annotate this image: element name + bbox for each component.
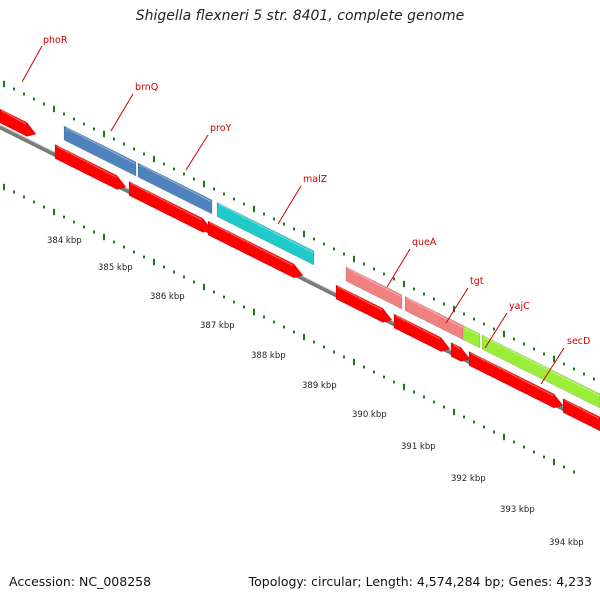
cds-secD-shine (470, 352, 554, 397)
scale-label: 384 kbp (47, 236, 82, 246)
cds-queA-shine (337, 286, 383, 311)
leader-line-tgt (445, 287, 469, 324)
cds-malZ (207, 220, 304, 279)
scale-label: 385 kbp (98, 263, 133, 273)
leader-line-phoR (21, 45, 43, 83)
scale-labels: 384 kbp 385 kbp 386 kbp 387 kbp 388 kbp 389 k… (47, 236, 584, 548)
gene-label-secD: secD (567, 336, 590, 347)
cds-malZ-shine (209, 222, 294, 267)
cds-yajC (450, 341, 471, 362)
gene-phoR-shine (1, 110, 27, 125)
scale-label: 391 kbp (401, 442, 436, 452)
cds-proY (128, 180, 213, 233)
gene-queA-shine (347, 268, 402, 298)
scale-label: 390 kbp (352, 410, 387, 420)
cds-next (562, 397, 600, 432)
gene-yajC (462, 324, 481, 349)
gene-phoR (0, 108, 37, 137)
gene-labels: phoR brnQ proY malZ queA tgt yajC secD (21, 35, 590, 385)
gene-label-brnQ: brnQ (135, 82, 158, 93)
scale-label: 393 kbp (500, 505, 535, 515)
gene-proY-shine (139, 164, 212, 203)
gene-queA (345, 266, 403, 310)
topology-summary: Topology: circular; Length: 4,574,284 bp… (248, 574, 592, 589)
gene-brnQ (63, 125, 137, 177)
scale-label: 388 kbp (251, 351, 286, 361)
cds-secD (468, 350, 564, 409)
leader-line-proY (185, 134, 209, 171)
leader-line-secD (540, 347, 565, 385)
gene-malZ-shine (218, 203, 314, 254)
map-title: Shigella flexneri 5 str. 8401, complete … (135, 8, 465, 24)
cds-queA (335, 284, 393, 323)
gene-label-proY: proY (210, 123, 232, 134)
leader-line-yajC (484, 312, 508, 349)
dotted-tracks (3, 80, 595, 474)
leader-line-brnQ (110, 93, 134, 132)
accession-text: Accession: NC_008258 (9, 574, 152, 589)
leader-line-malZ (277, 185, 302, 225)
gene-malZ (216, 201, 315, 266)
feature-tracks (0, 108, 600, 432)
scale-label: 394 kbp (549, 538, 584, 548)
gene-label-queA: queA (412, 237, 437, 248)
cds-tgt (393, 313, 451, 352)
gene-label-malZ: malZ (303, 174, 328, 185)
cds-yajC-shine (452, 343, 461, 350)
scale-label: 389 kbp (302, 381, 337, 391)
leader-line-queA (386, 248, 411, 288)
cds-tgt-shine (395, 315, 441, 340)
cds-brnQ (54, 143, 127, 190)
gene-secD (481, 334, 600, 409)
gene-label-tgt: tgt (470, 276, 484, 287)
scale-label: 387 kbp (200, 321, 235, 331)
gene-proY (137, 162, 213, 215)
gene-secD-shine (483, 336, 600, 397)
gene-label-yajC: yajC (509, 301, 530, 312)
scale-label: 386 kbp (150, 292, 185, 302)
scale-label: 392 kbp (451, 474, 486, 484)
gene-brnQ-shine (65, 127, 136, 165)
gene-yajC-shine (464, 326, 480, 337)
cds-brnQ-shine (56, 145, 117, 178)
cds-proY-shine (130, 182, 203, 221)
cds-next-shine (564, 399, 600, 420)
gene-label-phoR: phoR (43, 35, 68, 46)
gene-tgt-shine (406, 297, 464, 329)
